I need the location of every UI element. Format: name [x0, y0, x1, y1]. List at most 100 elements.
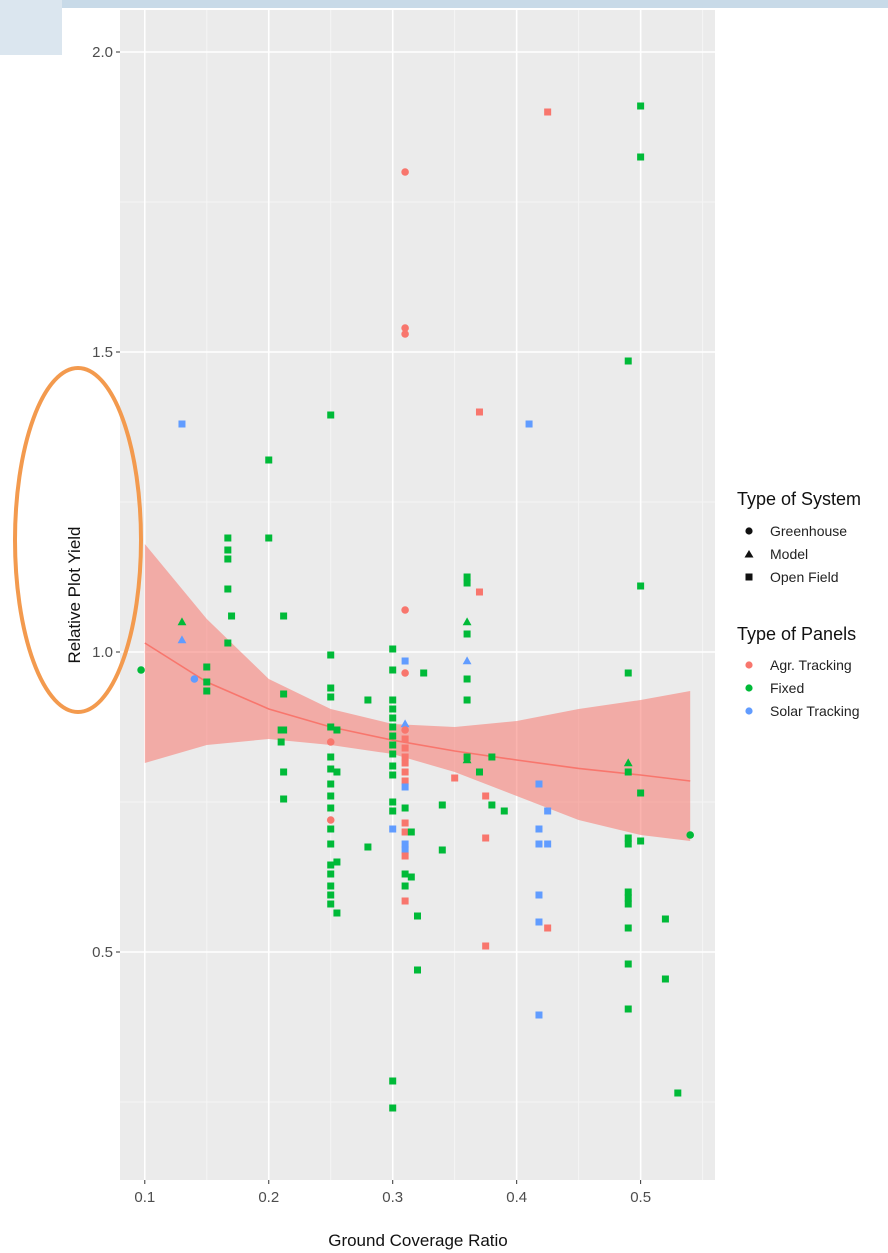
y-axis-ticks: 0.5 1.0 1.5 2.0: [92, 44, 120, 961]
legend-label-agr-tracking: Agr. Tracking: [770, 657, 852, 673]
data-point-square: [333, 858, 341, 866]
data-point-square: [624, 768, 632, 776]
data-point-square: [401, 783, 409, 791]
data-point-square: [203, 663, 211, 671]
triangle-icon: [744, 550, 754, 558]
y-tick-label: 0.5: [92, 944, 113, 961]
trend-fit: [144, 544, 691, 841]
data-point-square: [389, 714, 397, 722]
data-point-circle: [326, 816, 335, 824]
data-point-square: [535, 891, 543, 899]
data-point-triangle: [462, 755, 472, 764]
color-dot-icon: [745, 684, 753, 692]
data-point-square: [637, 153, 645, 161]
data-point-square: [327, 870, 335, 878]
data-point-square: [224, 555, 232, 563]
data-point-square: [637, 837, 645, 845]
data-point-square: [500, 807, 508, 815]
data-point-square: [414, 966, 421, 974]
data-point-square: [624, 900, 632, 908]
data-point-square: [624, 1005, 632, 1013]
data-points: [137, 102, 695, 1112]
data-point-square: [661, 915, 669, 923]
data-point-square: [224, 534, 232, 542]
data-point-square: [535, 1011, 543, 1019]
data-point-square: [389, 705, 397, 713]
data-point-square: [420, 669, 428, 677]
data-point-square: [525, 420, 533, 428]
data-point-square: [401, 735, 409, 743]
data-point-square: [389, 771, 397, 779]
color-dot-icon: [745, 707, 753, 715]
data-point-square: [624, 834, 632, 842]
data-point-square: [401, 840, 409, 848]
data-point-triangle: [462, 617, 472, 626]
data-point-square: [389, 645, 397, 653]
data-point-square: [637, 789, 645, 797]
x-axis-ticks: 0.1 0.2 0.3 0.4 0.5: [134, 1180, 651, 1206]
data-point-square: [401, 804, 409, 812]
data-point-square: [535, 918, 543, 926]
data-point-square: [401, 882, 409, 890]
data-point-square: [624, 894, 632, 902]
header-banner-left: [0, 0, 62, 55]
y-tick-label: 2.0: [92, 44, 113, 61]
data-point-square: [327, 693, 335, 701]
data-point-triangle: [177, 635, 187, 644]
data-point-square: [414, 912, 421, 920]
highlight-ellipse: [13, 366, 143, 714]
data-point-square: [637, 582, 645, 590]
data-point-square: [401, 897, 409, 905]
data-point-square: [178, 420, 186, 428]
data-point-square: [389, 798, 397, 806]
data-point-square: [482, 834, 490, 842]
data-point-square: [407, 873, 415, 881]
data-point-square: [327, 804, 335, 812]
data-point-square: [401, 852, 409, 860]
legend-label-solar-tracking: Solar Tracking: [770, 703, 859, 719]
data-point-square: [401, 828, 409, 836]
plot-panel: [120, 10, 715, 1180]
data-point-square: [389, 696, 397, 704]
data-point-square: [535, 780, 543, 788]
data-point-square: [407, 828, 415, 836]
data-point-square: [401, 657, 409, 665]
data-point-square: [224, 639, 232, 647]
data-point-square: [265, 456, 273, 464]
data-point-square: [389, 666, 397, 674]
data-point-square: [224, 585, 232, 593]
data-point-square: [544, 840, 552, 848]
data-point-square: [280, 612, 288, 620]
data-point-circle: [686, 831, 695, 839]
x-tick-label: 0.5: [630, 1189, 651, 1206]
data-point-square: [389, 741, 397, 749]
data-point-square: [482, 942, 490, 950]
x-tick-label: 0.3: [382, 1189, 403, 1206]
data-point-square: [389, 762, 397, 770]
data-point-circle: [137, 666, 145, 674]
data-point-square: [463, 675, 471, 683]
data-point-square: [333, 726, 341, 734]
data-point-square: [463, 573, 471, 581]
data-point-square: [535, 825, 543, 833]
data-point-square: [624, 924, 632, 932]
data-point-square: [401, 753, 409, 761]
data-point-square: [475, 588, 483, 596]
data-point-triangle: [400, 719, 410, 728]
square-icon: [745, 573, 753, 581]
data-point-square: [224, 546, 232, 554]
data-point-square: [463, 630, 471, 638]
data-point-square: [203, 678, 211, 686]
data-point-square: [228, 612, 236, 620]
data-point-square: [277, 738, 285, 746]
data-point-square: [544, 108, 552, 116]
data-point-square: [327, 780, 335, 788]
data-point-triangle: [623, 758, 633, 767]
data-point-square: [389, 1077, 397, 1085]
data-point-square: [280, 726, 288, 734]
data-point-triangle: [177, 617, 187, 626]
data-point-circle: [401, 669, 409, 677]
legend-title-system: Type of System: [737, 489, 861, 509]
legend-label-open-field: Open Field: [770, 569, 838, 585]
y-tick-label: 1.0: [92, 644, 113, 661]
